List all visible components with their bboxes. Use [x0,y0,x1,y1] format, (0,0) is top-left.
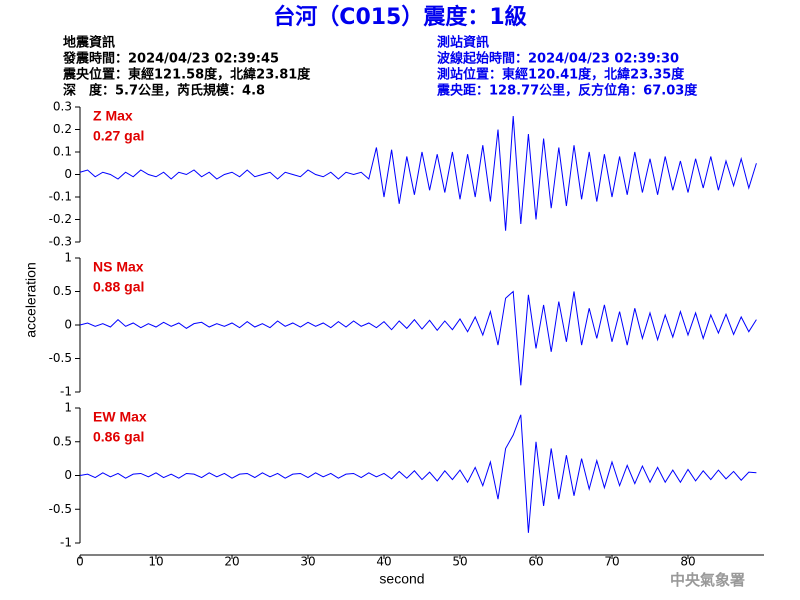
quake-info: 地震資訊 [63,35,115,51]
station-info: 波線起始時間：2024/04/23 02:39:30 [437,51,679,67]
chart-title: 台河（C015）震度：1級 [273,4,526,30]
y-tick-label: -0.3 [49,235,72,249]
waveform [79,115,757,231]
x-tick-label: 80 [680,555,695,569]
quake-info: 發震時間：2024/04/23 02:39:45 [62,51,279,67]
y-tick-label: 1 [64,401,72,415]
footer: 中央氣象署 [670,571,745,589]
y-tick-label: 0 [64,318,72,332]
y-tick-label: 0.2 [53,122,72,136]
y-tick-label: 0.5 [53,284,72,298]
y-tick-label: -0.5 [49,502,72,516]
y-tick-label: -0.2 [49,212,72,226]
x-tick-label: 60 [528,555,543,569]
station-info: 震央距：128.77公里，反方位角：67.03度 [436,83,698,99]
y-tick-label: 0.3 [53,100,72,114]
y-tick-label: -1 [60,385,72,399]
station-info: 測站位置：東經120.41度，北緯23.35度 [437,67,685,83]
y-tick-label: 0.5 [53,434,72,448]
x-tick-label: 50 [452,555,467,569]
quake-info: 震央位置：東經121.58度，北緯23.81度 [62,67,311,83]
station-info: 測站資訊 [437,35,489,51]
x-tick-label: 70 [604,555,619,569]
x-tick-label: 0 [76,555,84,569]
x-tick-label: 30 [300,555,315,569]
x-tick-label: 20 [224,555,239,569]
waveform [79,290,757,386]
x-tick-label: 10 [148,555,163,569]
y-tick-label: -0.1 [49,190,72,204]
y-tick-label: 0 [64,468,72,482]
waveform [79,414,757,533]
max-annotation: Z Max [93,108,133,124]
y-axis-label: acceleration [23,262,39,338]
y-tick-label: 0.1 [53,145,72,159]
x-tick-label: 40 [376,555,391,569]
quake-info: 深 度：5.7公里，芮氏規模：4.8 [63,83,265,99]
y-tick-label: -0.5 [49,351,72,365]
max-annotation: 0.86 gal [93,429,144,445]
max-annotation: EW Max [93,409,147,425]
y-tick-label: 1 [64,251,72,265]
max-annotation: 0.88 gal [93,279,144,295]
x-axis-label: second [379,571,424,587]
y-tick-label: -1 [60,536,72,550]
max-annotation: NS Max [93,259,144,275]
y-tick-label: 0 [64,167,72,181]
max-annotation: 0.27 gal [93,128,144,144]
